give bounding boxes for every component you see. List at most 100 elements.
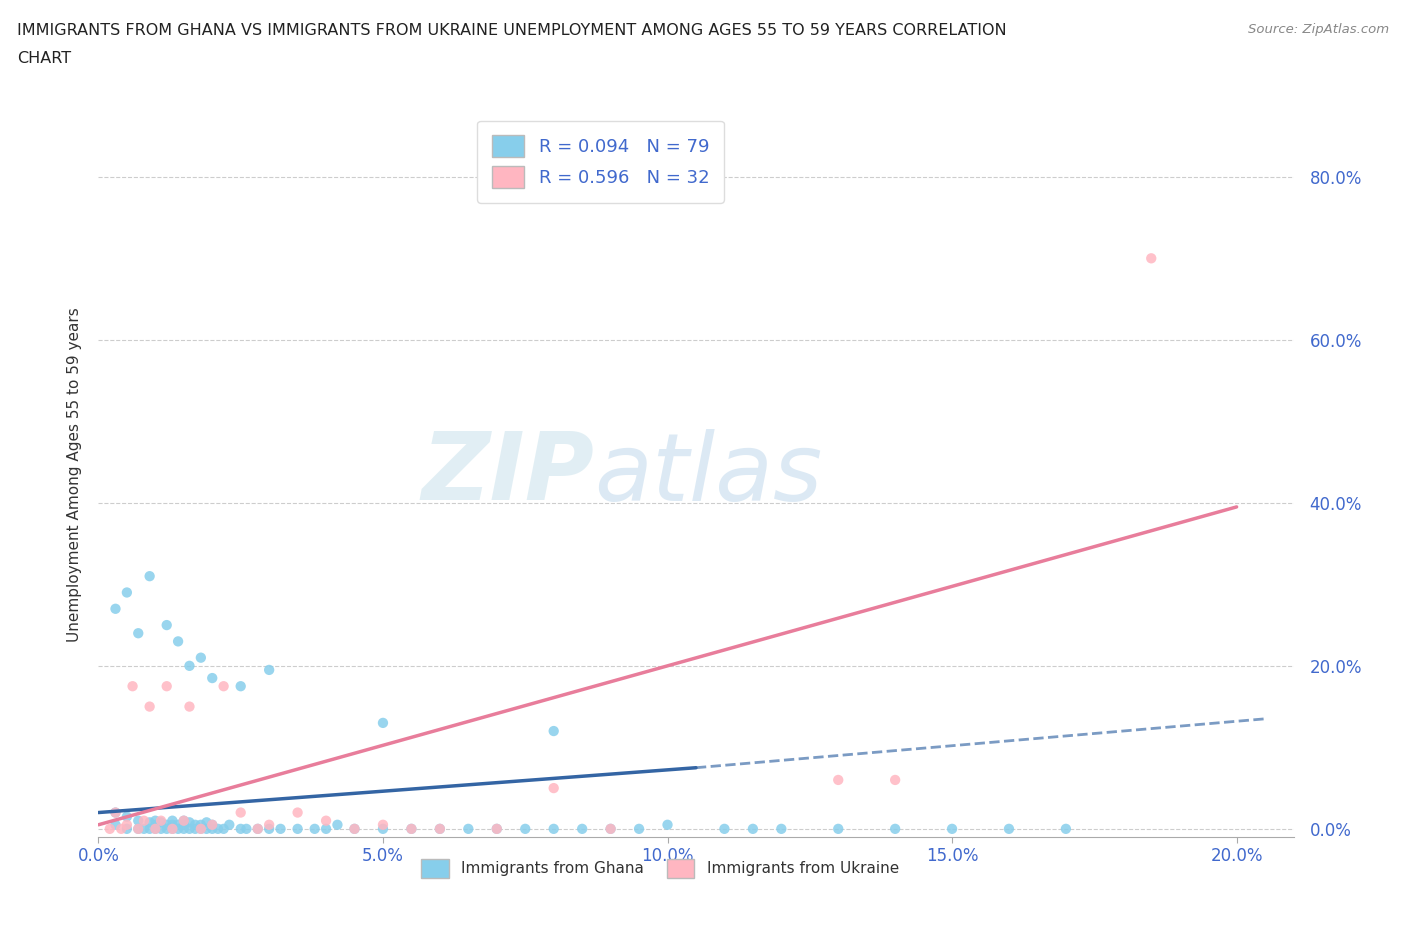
Point: [132, 813, 155, 828]
Point: [543, 780, 565, 795]
Point: [162, 817, 184, 832]
Point: [827, 821, 849, 836]
Point: [229, 821, 252, 836]
Point: [150, 821, 173, 836]
Point: [257, 821, 280, 836]
Point: [371, 817, 394, 832]
Point: [156, 817, 179, 832]
Point: [304, 821, 326, 836]
Point: [173, 817, 195, 832]
Point: [104, 805, 127, 820]
Point: [143, 813, 166, 828]
Point: [138, 815, 160, 830]
Point: [599, 821, 621, 836]
Point: [190, 817, 212, 832]
Point: [201, 817, 224, 832]
Point: [156, 618, 179, 632]
Point: [150, 815, 173, 830]
Point: [246, 821, 269, 836]
Point: [110, 821, 132, 836]
Point: [115, 821, 138, 836]
Point: [998, 821, 1021, 836]
Point: [571, 821, 593, 836]
Point: [401, 821, 423, 836]
Point: [162, 821, 184, 836]
Point: [115, 817, 138, 832]
Point: [401, 821, 423, 836]
Point: [429, 821, 451, 836]
Point: [143, 821, 166, 836]
Point: [884, 773, 907, 788]
Point: [371, 821, 394, 836]
Point: [162, 813, 184, 828]
Point: [138, 821, 160, 836]
Point: [201, 671, 224, 685]
Point: [457, 821, 479, 836]
Point: [628, 821, 651, 836]
Point: [485, 821, 508, 836]
Point: [115, 585, 138, 600]
Point: [201, 817, 224, 832]
Point: [770, 821, 793, 836]
Point: [941, 821, 963, 836]
Point: [371, 715, 394, 730]
Point: [315, 821, 337, 836]
Point: [543, 724, 565, 738]
Point: [150, 813, 173, 828]
Point: [207, 821, 229, 836]
Point: [115, 809, 138, 824]
Point: [121, 679, 143, 694]
Legend: Immigrants from Ghana, Immigrants from Ukraine: Immigrants from Ghana, Immigrants from U…: [415, 853, 905, 884]
Point: [98, 821, 121, 836]
Point: [190, 821, 212, 836]
Point: [212, 821, 235, 836]
Point: [127, 626, 149, 641]
Point: [485, 821, 508, 836]
Point: [270, 821, 292, 836]
Point: [143, 821, 166, 836]
Point: [218, 817, 240, 832]
Point: [127, 813, 149, 828]
Text: Source: ZipAtlas.com: Source: ZipAtlas.com: [1249, 23, 1389, 36]
Point: [179, 815, 201, 830]
Text: CHART: CHART: [17, 51, 70, 66]
Point: [343, 821, 366, 836]
Point: [713, 821, 735, 836]
Point: [884, 821, 907, 836]
Point: [179, 821, 201, 836]
Point: [543, 821, 565, 836]
Point: [741, 821, 763, 836]
Point: [173, 821, 195, 836]
Point: [179, 699, 201, 714]
Point: [257, 817, 280, 832]
Point: [515, 821, 537, 836]
Point: [201, 821, 224, 836]
Point: [1054, 821, 1077, 836]
Point: [162, 821, 184, 836]
Point: [657, 817, 679, 832]
Point: [229, 805, 252, 820]
Point: [138, 699, 160, 714]
Point: [173, 813, 195, 828]
Point: [235, 821, 257, 836]
Point: [104, 805, 127, 820]
Point: [132, 821, 155, 836]
Point: [167, 821, 190, 836]
Point: [167, 817, 190, 832]
Point: [343, 821, 366, 836]
Point: [190, 821, 212, 836]
Point: [1140, 251, 1163, 266]
Point: [315, 813, 337, 828]
Point: [287, 805, 309, 820]
Point: [179, 658, 201, 673]
Point: [167, 634, 190, 649]
Point: [156, 679, 179, 694]
Point: [156, 821, 179, 836]
Point: [326, 817, 349, 832]
Point: [246, 821, 269, 836]
Point: [184, 817, 207, 832]
Point: [195, 815, 218, 830]
Point: [127, 821, 149, 836]
Point: [127, 821, 149, 836]
Point: [143, 817, 166, 832]
